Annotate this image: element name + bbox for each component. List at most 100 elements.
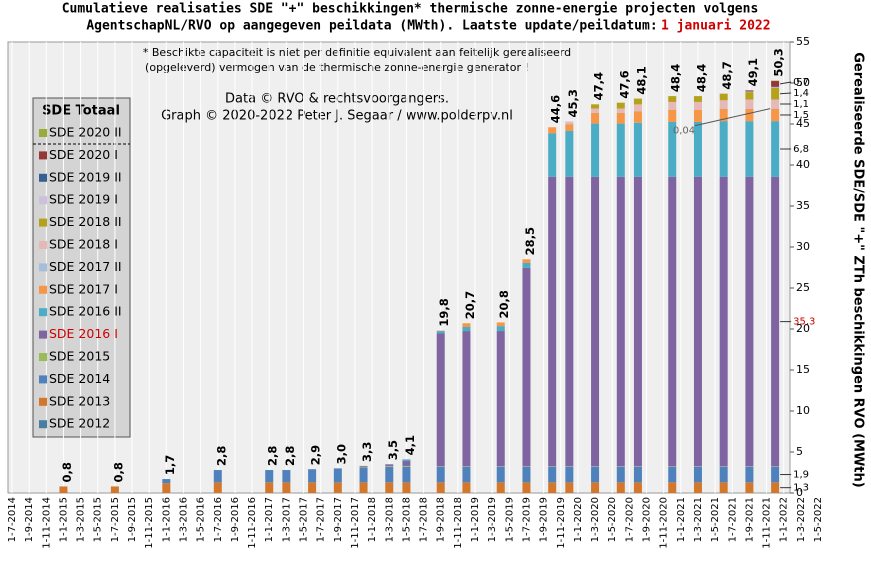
x-tick-label: 1-11-2018: [453, 497, 464, 549]
x-tick-label: 1-7-2021: [727, 497, 738, 542]
bar-segment: [162, 479, 171, 484]
bar-segment: [565, 121, 574, 124]
legend-label: SDE 2016 II: [49, 304, 122, 319]
x-tick-label: 1-1-2017: [264, 497, 275, 542]
total-label: 28,5: [523, 227, 537, 255]
legend-label: SDE 2012: [49, 416, 110, 431]
bar-segment: [693, 109, 702, 122]
x-tick-label: 1-3-2020: [590, 497, 601, 542]
bar-segment: [745, 176, 754, 467]
legend-swatch: [39, 129, 47, 137]
legend-label: SDE 2015: [49, 349, 110, 364]
total-label: 48,4: [694, 64, 708, 92]
bar-segment: [308, 469, 317, 483]
bar-segment: [213, 482, 222, 493]
bar-segment: [693, 176, 702, 467]
y-axis-label: Gerealiseerde SDE/SDE "+" ZTh beschikkin…: [851, 52, 866, 487]
bar-segment: [548, 176, 557, 467]
total-label: 0,8: [60, 462, 74, 482]
x-tick-label: 1-1-2021: [676, 497, 687, 542]
bar-segment: [633, 104, 642, 111]
x-tick-label: 1-9-2019: [539, 497, 550, 542]
bar-segment: [745, 121, 754, 177]
segment-label: 1,9: [793, 470, 809, 481]
segment-label: 6,8: [793, 144, 809, 155]
bar-segment: [591, 112, 600, 124]
x-tick-label: 1-9-2016: [230, 497, 241, 542]
bar-segment: [616, 466, 625, 483]
bar-segment: [745, 99, 754, 109]
bar-segment: [771, 482, 780, 493]
x-tick-label: 1-1-2018: [367, 497, 378, 542]
bar-segment: [110, 486, 119, 493]
bar-segment: [265, 470, 274, 483]
bar-segment: [548, 133, 557, 177]
y-tick-label: 45: [796, 117, 810, 130]
bar-segment: [719, 482, 728, 493]
bar-segment: [436, 333, 445, 467]
bar-segment: [591, 108, 600, 113]
bar-segment: [402, 466, 411, 483]
x-tick-label: 1-5-2015: [93, 497, 104, 542]
bar-segment: [565, 466, 574, 483]
bar-segment: [385, 466, 394, 483]
credit: Data © RVO & rechtsvoorgangers.: [225, 92, 449, 107]
x-tick-label: 1-7-2015: [110, 497, 121, 542]
bar-segment: [771, 108, 780, 122]
x-tick-label: 1-7-2017: [316, 497, 327, 542]
x-tick-label: 1-5-2021: [710, 497, 721, 542]
x-tick-label: 1-1-2020: [573, 497, 584, 542]
x-tick-label: 1-5-2019: [504, 497, 515, 542]
total-label: 3,3: [360, 442, 374, 462]
legend-swatch: [39, 308, 47, 317]
leader-line: [695, 108, 771, 127]
bar-segment: [745, 108, 754, 122]
x-tick-label: 1-11-2020: [659, 497, 670, 549]
leader-line: [780, 92, 792, 95]
bar-segment: [771, 99, 780, 109]
bar-segment: [591, 176, 600, 467]
bar-segment: [745, 92, 754, 100]
y-tick-label: 5: [796, 445, 803, 458]
bar-segment: [522, 262, 531, 268]
legend-swatch: [39, 285, 47, 294]
bar-segment: [771, 176, 780, 467]
x-tick-label: 1-5-2022: [813, 497, 824, 542]
total-label: 19,8: [437, 298, 451, 326]
total-label: 48,1: [634, 66, 648, 94]
bar-segment: [668, 482, 677, 493]
y-tick-label: 30: [796, 240, 810, 253]
total-label: 48,7: [720, 61, 734, 89]
bar-segment: [719, 466, 728, 483]
legend-swatch: [39, 397, 47, 406]
legend-swatch: [39, 420, 47, 429]
bar-segment: [719, 100, 728, 109]
legend-label: SDE 2018 II: [49, 214, 122, 229]
bar-segment: [496, 482, 505, 493]
bar-segment: [402, 459, 411, 462]
bar-segment: [385, 465, 394, 467]
bar-segment: [496, 326, 505, 332]
bar-segment: [462, 466, 471, 483]
bar-segment: [668, 109, 677, 122]
total-label: 3,5: [386, 440, 400, 460]
x-tick-label: 1-5-2016: [196, 497, 207, 542]
total-label: 2,8: [214, 446, 228, 466]
x-tick-label: 1-3-2021: [693, 497, 704, 542]
x-tick-label: 1-7-2014: [7, 497, 18, 542]
bar-segment: [771, 466, 780, 483]
x-tick-label: 1-11-2021: [762, 497, 773, 549]
x-tick-label: 1-9-2014: [24, 497, 35, 542]
legend-label: SDE 2016 I: [49, 326, 118, 341]
segment-label: 1,5: [793, 110, 809, 121]
y-tick-label: 10: [796, 404, 810, 417]
legend-swatch: [39, 196, 47, 205]
y-tick-label: 35: [796, 199, 810, 212]
bar-segment: [565, 130, 574, 177]
x-tick-label: 1-1-2022: [779, 497, 790, 542]
plot-area: [7, 41, 791, 494]
credit: Graph © 2020-2022 Peter J. Segaar / www.…: [161, 109, 513, 124]
bar-segment: [402, 461, 411, 466]
bar-segment: [633, 98, 642, 105]
